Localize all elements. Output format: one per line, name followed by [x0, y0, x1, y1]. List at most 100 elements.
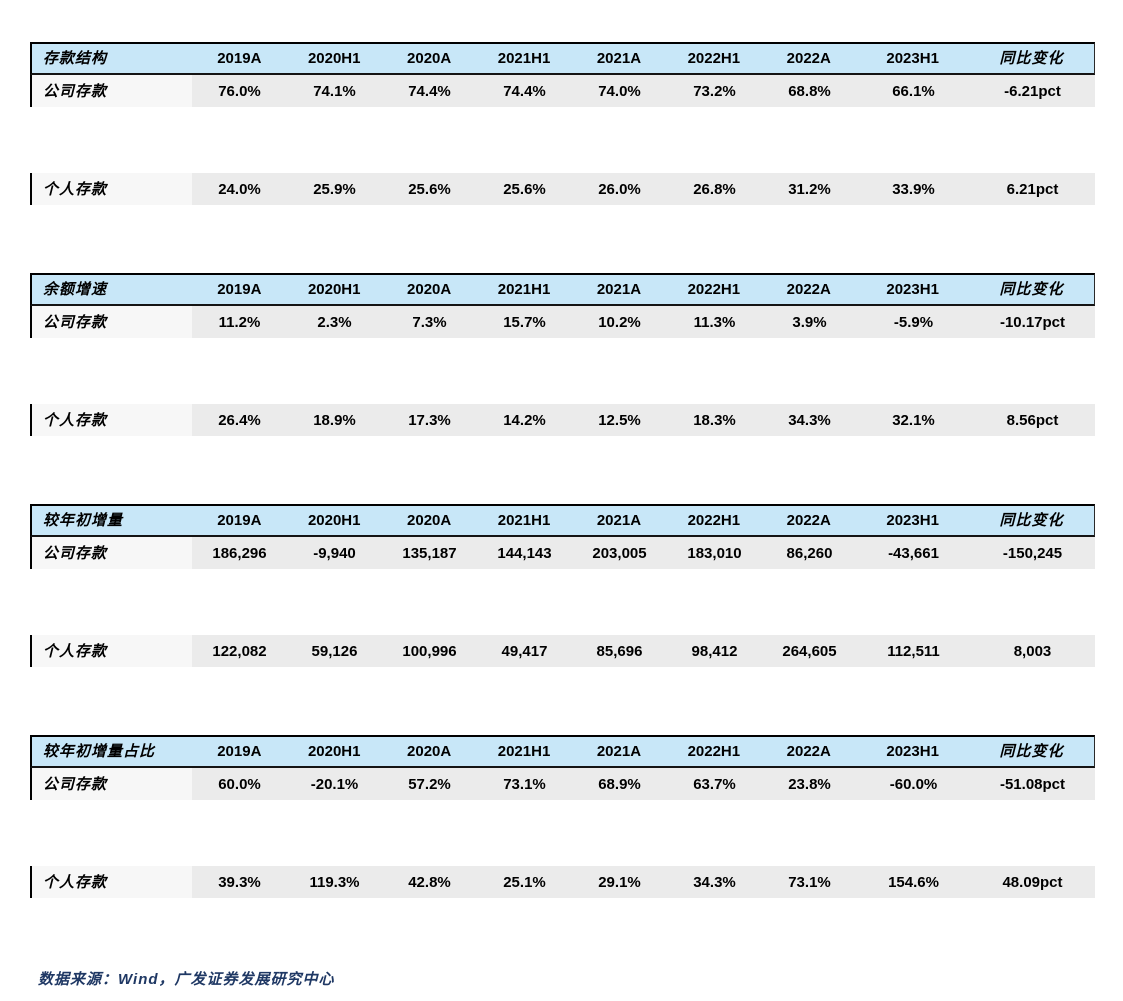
value-cell: -51.08pct: [970, 768, 1095, 800]
table-row-corporate-deposits: 公司存款 60.0% -20.1% 57.2% 73.1% 68.9% 63.7…: [30, 768, 1095, 800]
value-cell: 68.9%: [572, 768, 667, 800]
column-header: 2021A: [596, 50, 642, 67]
table-row-personal-deposits: 个人存款 122,082 59,126 100,996 49,417 85,69…: [30, 635, 1095, 667]
column-header: 2022A: [786, 281, 831, 298]
value-cell: 48.09pct: [970, 866, 1095, 898]
value-cell: 34.3%: [667, 866, 762, 898]
value-cell: 25.1%: [477, 866, 572, 898]
column-header: 2022H1: [687, 512, 741, 529]
column-header: 2019A: [217, 281, 262, 298]
value-cell: 144,143: [477, 537, 572, 569]
value-cell: 34.3%: [762, 404, 857, 436]
value-cell: 15.7%: [477, 306, 572, 338]
value-cell: 57.2%: [382, 768, 477, 800]
column-header: 2021A: [596, 512, 642, 529]
value-cell: 112,511: [857, 635, 970, 667]
column-header: 2020H1: [307, 50, 361, 67]
section-header-row: 存款结构 2019A 2020H1 2020A 2021H1 2021A 202…: [30, 42, 1095, 75]
value-cell: 18.3%: [667, 404, 762, 436]
row-label: 个人存款: [32, 173, 192, 205]
column-header: 2021A: [596, 743, 642, 760]
value-cell: -20.1%: [287, 768, 382, 800]
column-header: 2022A: [786, 743, 831, 760]
value-cell: 74.4%: [477, 75, 572, 107]
value-cell: 12.5%: [572, 404, 667, 436]
value-cell: -9,940: [287, 537, 382, 569]
value-cell: 73.1%: [762, 866, 857, 898]
table-row-personal-deposits: 个人存款 26.4% 18.9% 17.3% 14.2% 12.5% 18.3%…: [30, 404, 1095, 436]
value-cell: 203,005: [572, 537, 667, 569]
column-header: 2023H1: [886, 743, 939, 760]
column-header-yoy-change: 同比变化: [999, 50, 1064, 67]
value-cell: 11.2%: [192, 306, 287, 338]
section-title: 存款结构: [43, 50, 108, 67]
value-cell: 73.1%: [477, 768, 572, 800]
column-header: 2021H1: [497, 50, 551, 67]
value-cell: 122,082: [192, 635, 287, 667]
row-spacer: [30, 800, 1095, 866]
section-balance-growth: 余额增速 2019A 2020H1 2020A 2021H1 2021A 202…: [30, 273, 1095, 436]
value-cell: 32.1%: [857, 404, 970, 436]
column-header-yoy-change: 同比变化: [999, 512, 1064, 529]
value-cell: 3.9%: [762, 306, 857, 338]
table-row-corporate-deposits: 公司存款 11.2% 2.3% 7.3% 15.7% 10.2% 11.3% 3…: [30, 306, 1095, 338]
value-cell: 24.0%: [192, 173, 287, 205]
column-header: 2020A: [407, 512, 452, 529]
column-header: 2020A: [407, 743, 452, 760]
value-cell: 135,187: [382, 537, 477, 569]
value-cell: 17.3%: [382, 404, 477, 436]
value-cell: 7.3%: [382, 306, 477, 338]
value-cell: 85,696: [572, 635, 667, 667]
row-label: 个人存款: [32, 635, 192, 667]
row-label: 公司存款: [32, 768, 192, 800]
value-cell: 68.8%: [762, 75, 857, 107]
section-header-row: 较年初增量占比 2019A 2020H1 2020A 2021H1 2021A …: [30, 735, 1095, 768]
column-header: 2022H1: [687, 50, 741, 67]
section-title: 较年初增量占比: [43, 743, 156, 760]
section-header-row: 较年初增量 2019A 2020H1 2020A 2021H1 2021A 20…: [30, 504, 1095, 537]
column-header-yoy-change: 同比变化: [999, 743, 1064, 760]
row-spacer: [30, 107, 1095, 173]
value-cell: 23.8%: [762, 768, 857, 800]
value-cell: -43,661: [857, 537, 970, 569]
column-header: 2022H1: [687, 281, 741, 298]
value-cell: 59,126: [287, 635, 382, 667]
value-cell: 29.1%: [572, 866, 667, 898]
row-spacer: [30, 569, 1095, 635]
value-cell: -6.21pct: [970, 75, 1095, 107]
value-cell: 6.21pct: [970, 173, 1095, 205]
value-cell: 31.2%: [762, 173, 857, 205]
section-deposit-structure: 存款结构 2019A 2020H1 2020A 2021H1 2021A 202…: [30, 42, 1095, 205]
value-cell: 10.2%: [572, 306, 667, 338]
value-cell: 8,003: [970, 635, 1095, 667]
value-cell: 25.9%: [287, 173, 382, 205]
column-header: 2023H1: [886, 281, 939, 298]
column-header: 2021H1: [497, 281, 551, 298]
value-cell: 186,296: [192, 537, 287, 569]
value-cell: 100,996: [382, 635, 477, 667]
value-cell: 25.6%: [477, 173, 572, 205]
value-cell: -150,245: [970, 537, 1095, 569]
table-row-personal-deposits: 个人存款 24.0% 25.9% 25.6% 25.6% 26.0% 26.8%…: [30, 173, 1095, 205]
value-cell: 2.3%: [287, 306, 382, 338]
column-header: 2019A: [217, 50, 262, 67]
column-header: 2020H1: [307, 743, 361, 760]
column-header: 2020A: [407, 50, 452, 67]
column-header: 2022A: [786, 50, 831, 67]
section-ytd-increase: 较年初增量 2019A 2020H1 2020A 2021H1 2021A 20…: [30, 504, 1095, 667]
row-label: 公司存款: [32, 75, 192, 107]
value-cell: 33.9%: [857, 173, 970, 205]
column-header: 2021H1: [497, 743, 551, 760]
value-cell: 26.4%: [192, 404, 287, 436]
value-cell: 154.6%: [857, 866, 970, 898]
value-cell: 63.7%: [667, 768, 762, 800]
column-header: 2020H1: [307, 512, 361, 529]
column-header: 2022A: [786, 512, 831, 529]
row-label: 个人存款: [32, 866, 192, 898]
value-cell: 18.9%: [287, 404, 382, 436]
column-header: 2022H1: [687, 743, 741, 760]
value-cell: 119.3%: [287, 866, 382, 898]
value-cell: 66.1%: [857, 75, 970, 107]
table-row-corporate-deposits: 公司存款 76.0% 74.1% 74.4% 74.4% 74.0% 73.2%…: [30, 75, 1095, 107]
